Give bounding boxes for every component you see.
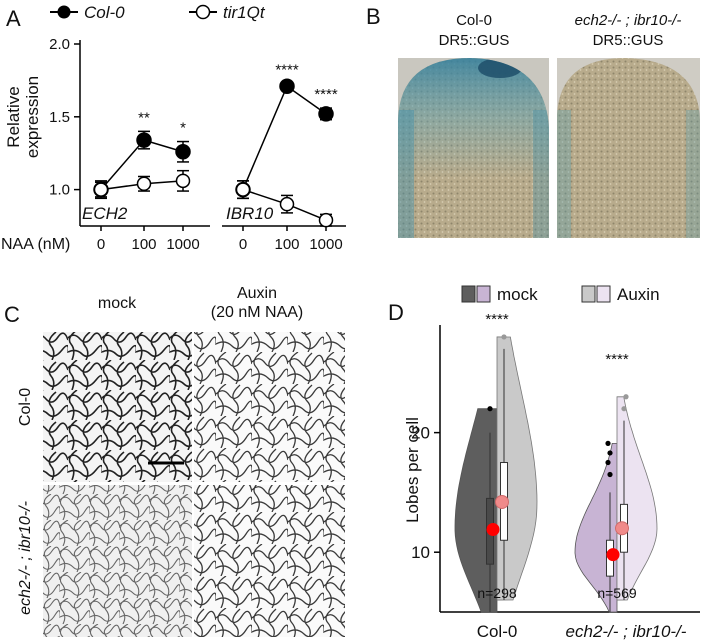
- panel-d-significance-0: ****: [485, 311, 509, 328]
- panel-a-xtick-label-IBR10-1000: 1000: [309, 236, 342, 253]
- panel-a-series: ***********: [93, 61, 338, 228]
- panel-d-yticks: 10 20: [411, 424, 440, 562]
- panel-c-mutant-auxin-image: [194, 485, 345, 637]
- legend-auxin-light-swatch: [596, 285, 611, 303]
- mean-1-auxin: [615, 521, 629, 536]
- outlier-1-mock-2: [607, 450, 613, 456]
- legend-tir1qt-marker: [195, 4, 211, 20]
- outlier-1-mock-3: [605, 440, 611, 446]
- panel-a-xlabel: NAA (nM): [1, 236, 70, 253]
- panel-b-mutant-image: [557, 58, 700, 238]
- panel-d-significance-1: ****: [605, 351, 629, 368]
- outlier-1-mock-0: [607, 471, 613, 478]
- panel-a-xtick-label-ECH2-1000: 1000: [166, 236, 199, 253]
- outlier-1-auxin-1: [623, 394, 629, 400]
- panel-b-mutant-reporter: DR5::GUS: [593, 32, 664, 49]
- mean-0-auxin: [495, 494, 509, 509]
- panel-d-ylabel: Lobes per cell: [403, 417, 422, 523]
- panel-b-col0-label: Col-0: [456, 12, 492, 29]
- panel-a-xticks: 0 100 1000 0 100 1000: [97, 226, 343, 253]
- panel-d-violins: [454, 334, 658, 613]
- legend-mock-light-swatch: [476, 285, 491, 303]
- panel-b-col0-reporter: DR5::GUS: [439, 32, 510, 49]
- panel-a-ytick-label-1.0: 1.0: [49, 182, 70, 199]
- point-ECH2-Col-0-2: [175, 143, 191, 160]
- panel-a-gene-ech2: ECH2: [82, 204, 128, 223]
- panel-c-mutant-mock-image: [43, 485, 192, 637]
- panel-c-col0-auxin-image: [194, 332, 345, 482]
- point-ECH2-tir1Qt-1: [136, 176, 152, 192]
- outlier-1-mock-1: [605, 459, 611, 466]
- panel-a-yticks: 1.0 1.5 2.0: [49, 36, 80, 199]
- panel-c-letter: C: [4, 302, 20, 327]
- panel-d-letter: D: [388, 300, 404, 325]
- point-ECH2-Col-0-1: [136, 132, 152, 148]
- panel-a-xtick-label-ECH2-0: 0: [97, 236, 105, 253]
- outlier-1-auxin-0: [621, 406, 627, 412]
- point-IBR10-tir1Qt-0: [235, 182, 251, 197]
- outlier-0-auxin-0: [501, 334, 507, 340]
- panel-c-col0-mock-image: [43, 332, 192, 482]
- legend-auxin-dark-swatch: [581, 285, 596, 303]
- significance-IBR10-1: ****: [275, 61, 299, 78]
- legend-auxin-label: Auxin: [617, 285, 660, 304]
- panel-a-letter: A: [6, 6, 21, 31]
- panel-a-xtick-label-ECH2-100: 100: [131, 236, 156, 253]
- panel-d-n-label-0: n=298: [477, 585, 517, 601]
- panel-d-n-label-1: n=569: [597, 585, 637, 601]
- mean-0-mock: [486, 522, 500, 536]
- panel-a-ylabel-line1: Relative: [4, 86, 23, 147]
- significance-ECH2-1: **: [138, 109, 150, 126]
- point-IBR10-tir1Qt-2: [318, 212, 334, 228]
- panel-d-legend: mock Auxin: [461, 285, 660, 304]
- panel-c-row-col0: Col-0: [17, 388, 34, 426]
- panel-d-ytick-label-10: 10: [411, 543, 430, 562]
- panel-a-xtick-label-IBR10-0: 0: [239, 236, 247, 253]
- legend-col0-label: Col-0: [84, 3, 125, 22]
- mean-1-mock: [606, 548, 620, 562]
- panel-b-col0-image: [398, 58, 549, 238]
- panel-a-ytick-label-2.0: 2.0: [49, 36, 70, 53]
- panel-d-xtick-label-1: ech2-/- ; ibr10-/-: [566, 622, 687, 640]
- outlier-0-mock-0: [487, 406, 493, 412]
- panel-c-col-naa: (20 nM NAA): [211, 304, 303, 321]
- panel-c-col-mock: mock: [98, 295, 137, 312]
- panel-b-mutant-label: ech2-/- ; ibr10-/-: [575, 12, 682, 29]
- panel-d-labels: **** n=298 Col-0 **** n=569 ech2-/- ; ibr10-/…: [477, 311, 687, 640]
- legend-mock-label: mock: [497, 285, 538, 304]
- panel-b-letter: B: [366, 4, 381, 29]
- panel-c-col-auxin: Auxin: [237, 285, 277, 302]
- significance-IBR10-2: ****: [314, 86, 338, 103]
- panel-c-row-mutant: ech2-/- ; ibr10-/-: [17, 501, 34, 615]
- panel-a-xtick-label-IBR10-100: 100: [274, 236, 299, 253]
- point-IBR10-tir1Qt-1: [279, 196, 295, 212]
- legend-col0-marker: [57, 5, 71, 19]
- point-IBR10-Col-0-1: [279, 78, 295, 94]
- point-IBR10-Col-0-2: [318, 106, 334, 122]
- panel-a-legend: Col-0 tir1Qt: [50, 3, 266, 22]
- panel-d-xtick-label-0: Col-0: [477, 622, 518, 640]
- violin-1-auxin: [616, 396, 658, 601]
- panel-a-ytick-label-1.5: 1.5: [49, 109, 70, 126]
- legend-mock-dark-swatch: [461, 285, 476, 303]
- panel-a-ylabel-line2: expression: [23, 76, 42, 158]
- point-ECH2-tir1Qt-0: [93, 182, 109, 197]
- panel-d-ytick-label-20: 20: [411, 424, 430, 443]
- significance-ECH2-2: *: [180, 120, 186, 137]
- panel-a-gene-ibr10: IBR10: [226, 204, 274, 223]
- legend-tir1qt-label: tir1Qt: [223, 3, 266, 22]
- point-ECH2-tir1Qt-2: [175, 173, 191, 189]
